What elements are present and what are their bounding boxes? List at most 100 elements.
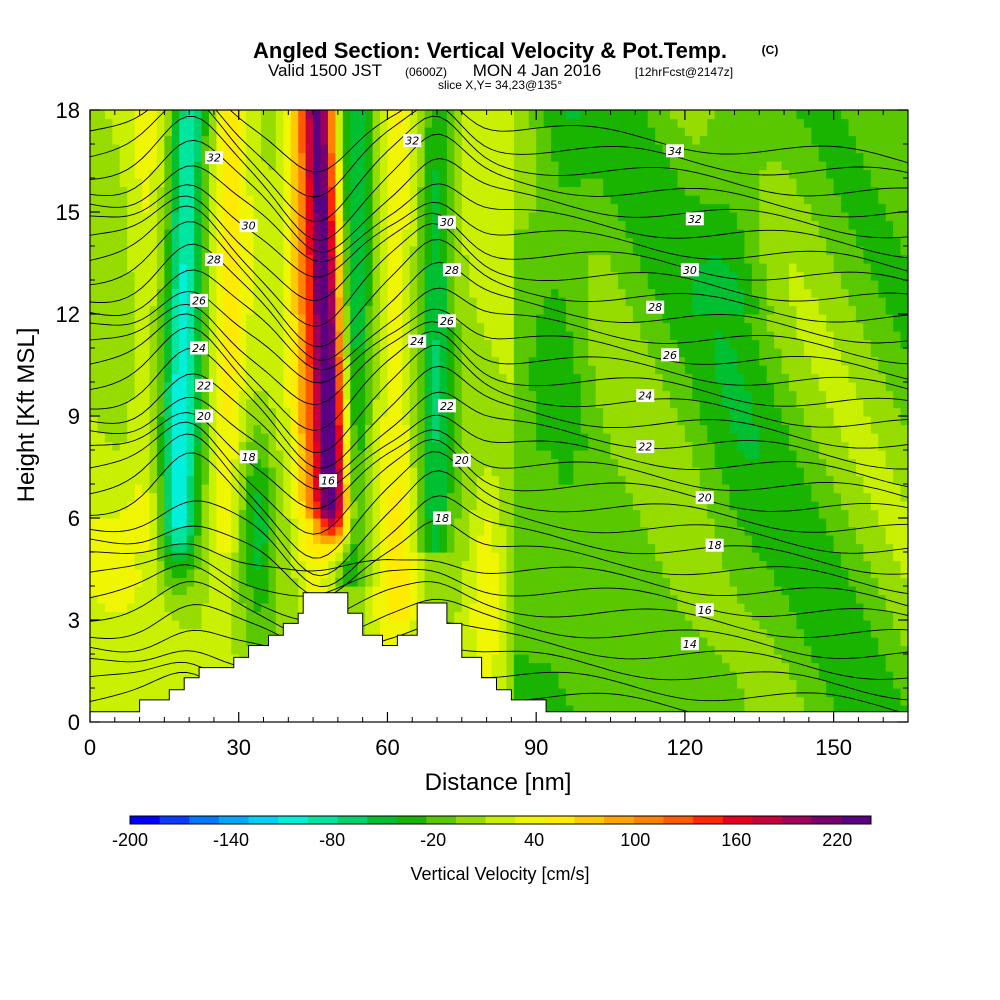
velocity-cell [417,305,426,315]
velocity-cell [156,382,165,392]
velocity-cell [320,450,329,460]
velocity-cell [372,628,381,638]
velocity-cell [208,280,218,290]
velocity-cell [231,305,240,315]
velocity-cell [476,288,485,298]
velocity-cell [104,560,113,570]
velocity-cell [327,416,336,426]
velocity-cell [432,535,441,545]
velocity-cell [476,424,485,434]
velocity-cell [156,416,165,426]
velocity-cell [469,450,478,460]
velocity-cell [536,254,545,264]
velocity-cell [387,637,396,647]
velocity-cell [580,195,589,205]
velocity-cell [97,195,106,205]
velocity-cell [164,271,173,281]
velocity-cell [119,458,128,468]
forecast-info: [12hrFcst@2147z] [635,65,733,79]
velocity-cell [521,569,530,579]
velocity-cell [499,169,508,179]
velocity-cell [238,424,247,434]
velocity-cell [573,314,582,324]
velocity-cell [164,492,173,502]
velocity-cell [90,509,99,519]
velocity-cell [290,611,299,621]
velocity-cell [268,586,277,596]
velocity-cell [380,569,389,579]
velocity-cell [201,603,210,613]
velocity-cell [551,628,560,638]
velocity-cell [127,433,136,443]
velocity-cell [156,671,165,681]
velocity-cell [446,254,455,264]
velocity-cell [506,314,515,324]
velocity-cell [119,671,128,681]
velocity-cell [432,441,441,451]
velocity-cell [424,416,433,426]
velocity-cell [446,382,455,392]
velocity-cell [112,331,121,341]
velocity-cell [119,297,128,307]
velocity-cell [506,356,515,366]
velocity-cell [565,679,574,689]
velocity-cell [417,152,426,162]
velocity-cell [194,203,203,213]
velocity-cell [387,620,396,630]
velocity-cell [573,331,582,341]
velocity-cell [506,603,515,613]
velocity-cell [499,161,508,171]
velocity-cell [588,271,597,281]
velocity-cell [261,186,270,196]
velocity-cell [506,407,515,417]
velocity-cell [104,297,113,307]
velocity-cell [313,144,322,154]
velocity-cell [223,195,232,205]
velocity-cell [491,237,500,247]
velocity-cell [565,254,574,264]
velocity-cell [208,135,218,145]
velocity-cell [365,135,374,145]
velocity-cell [320,212,329,222]
velocity-cell [499,203,508,213]
velocity-cell [313,382,322,392]
velocity-cell [446,339,455,349]
velocity-cell [171,229,180,239]
velocity-cell [476,552,485,562]
velocity-cell [461,203,470,213]
velocity-cell [305,229,314,239]
velocity-cell [536,314,545,324]
velocity-cell [499,237,508,247]
velocity-cell [432,212,441,222]
velocity-cell [275,543,284,553]
velocity-cell [298,118,307,128]
velocity-cell [446,280,455,290]
velocity-cell [149,178,158,188]
velocity-cell [461,467,470,477]
velocity-cell [275,450,284,460]
velocity-cell [588,509,597,519]
velocity-cell [499,254,508,264]
velocity-cell [528,339,537,349]
velocity-cell [246,509,255,519]
velocity-cell [387,237,396,247]
velocity-cell [551,535,560,545]
velocity-cell [119,586,128,596]
velocity-cell [446,127,455,137]
velocity-cell [543,322,552,332]
velocity-cell [223,467,232,477]
velocity-cell [246,467,255,477]
velocity-cell [513,331,522,341]
velocity-cell [156,688,165,698]
velocity-cell [342,203,351,213]
velocity-cell [194,169,203,179]
velocity-cell [469,424,478,434]
velocity-cell [580,305,589,315]
velocity-cell [454,467,463,477]
velocity-cell [476,475,485,485]
velocity-cell [179,492,188,502]
velocity-cell [499,671,508,681]
velocity-cell [104,220,113,230]
velocity-cell [104,535,113,545]
velocity-cell [104,586,113,596]
